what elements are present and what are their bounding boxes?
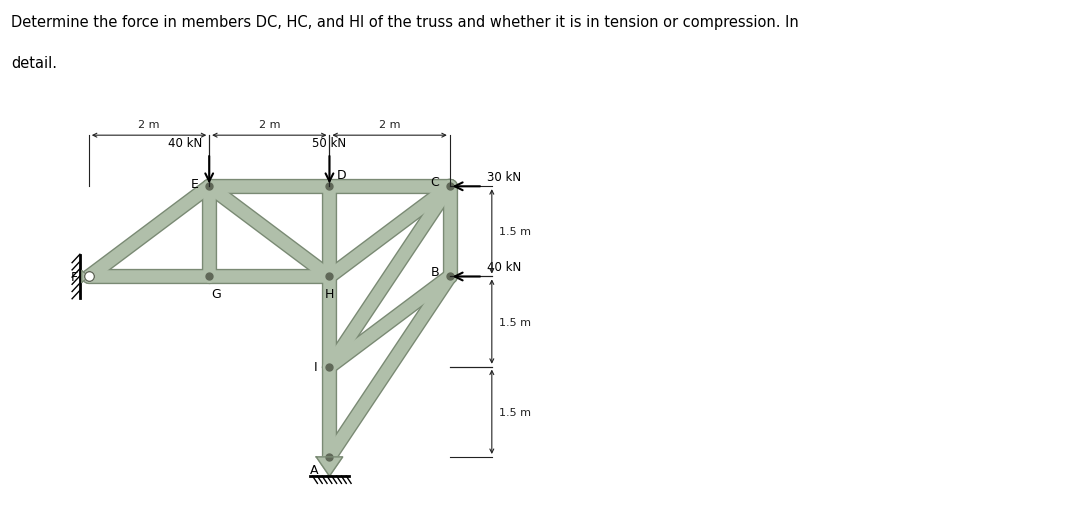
- Text: 2 m: 2 m: [138, 120, 160, 130]
- Text: 1.5 m: 1.5 m: [499, 227, 531, 237]
- Text: I: I: [314, 361, 318, 374]
- Text: 40 kN: 40 kN: [487, 261, 522, 274]
- Polygon shape: [316, 457, 342, 476]
- Text: 1.5 m: 1.5 m: [499, 407, 531, 417]
- Text: A: A: [310, 463, 319, 476]
- Text: 1.5 m: 1.5 m: [499, 317, 531, 327]
- Text: F: F: [71, 271, 78, 283]
- Polygon shape: [82, 271, 89, 283]
- Text: 30 kN: 30 kN: [487, 171, 522, 184]
- Text: E: E: [190, 177, 199, 190]
- Text: 50 kN: 50 kN: [312, 137, 347, 149]
- Text: H: H: [325, 288, 334, 300]
- Text: 2 m: 2 m: [258, 120, 280, 130]
- Text: detail.: detail.: [11, 56, 57, 71]
- Text: 2 m: 2 m: [379, 120, 401, 130]
- Text: G: G: [212, 288, 221, 300]
- Text: B: B: [430, 266, 438, 279]
- Text: C: C: [430, 176, 438, 188]
- Text: 40 kN: 40 kN: [167, 137, 202, 149]
- Text: Determine the force in members DC, HC, and HI of the truss and whether it is in : Determine the force in members DC, HC, a…: [11, 15, 798, 30]
- Text: D: D: [337, 169, 347, 182]
